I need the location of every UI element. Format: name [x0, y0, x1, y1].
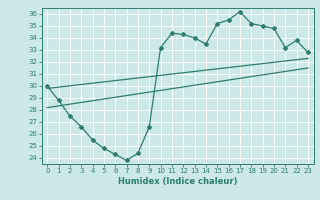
X-axis label: Humidex (Indice chaleur): Humidex (Indice chaleur): [118, 177, 237, 186]
